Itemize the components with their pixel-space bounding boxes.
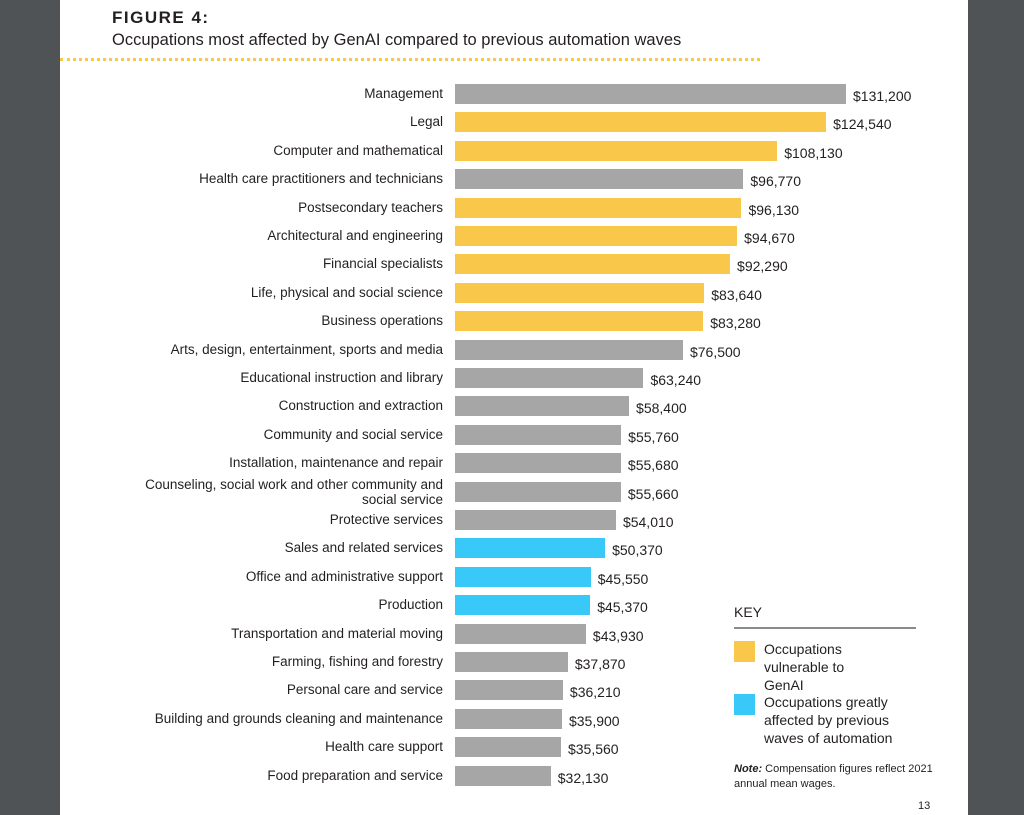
bar bbox=[455, 197, 742, 218]
value-label: $43,930 bbox=[592, 627, 644, 644]
value-label: $45,370 bbox=[597, 599, 648, 616]
category-label: Arts, design, entertainment, sports and … bbox=[170, 341, 443, 357]
bar bbox=[455, 481, 621, 502]
category-label: Sales and related services bbox=[284, 540, 443, 556]
value-label: $55,660 bbox=[627, 485, 679, 502]
bar bbox=[455, 282, 705, 303]
bar bbox=[455, 254, 731, 275]
figure-label: FIGURE 4: bbox=[112, 8, 210, 27]
value-label: $83,640 bbox=[711, 286, 762, 303]
chart-title: Occupations most affected by GenAI compa… bbox=[112, 31, 682, 49]
bar bbox=[455, 140, 778, 161]
bar bbox=[455, 339, 683, 360]
category-label: Life, physical and social science bbox=[250, 284, 443, 300]
legend-swatch-genai bbox=[734, 641, 755, 662]
bar bbox=[455, 708, 562, 729]
key-divider bbox=[734, 627, 916, 629]
note: Note: Compensation figures reflect 2021 … bbox=[734, 762, 934, 792]
note-prefix: Note: bbox=[734, 763, 763, 775]
legend-label-genai: Occupations vulnerable to GenAI bbox=[764, 641, 845, 693]
category-label: Personal care and service bbox=[286, 682, 443, 698]
value-label: $96,770 bbox=[750, 173, 801, 190]
value-label: $37,870 bbox=[574, 656, 626, 672]
bar bbox=[455, 169, 744, 190]
value-label: $54,010 bbox=[622, 514, 674, 530]
category-label: Installation, maintenance and repair bbox=[229, 455, 443, 471]
value-label: $32,130 bbox=[557, 769, 609, 786]
bar bbox=[455, 566, 591, 587]
category-label: Postsecondary teachers bbox=[298, 199, 443, 215]
value-label: $124,540 bbox=[833, 116, 892, 133]
category-label: Business operations bbox=[321, 313, 443, 329]
bar bbox=[455, 510, 616, 530]
category-label: Legal bbox=[409, 114, 443, 130]
value-label: $55,680 bbox=[627, 457, 679, 474]
legend-swatch-automation bbox=[734, 694, 755, 715]
bar bbox=[455, 453, 621, 474]
category-label: Office and administrative support bbox=[245, 568, 443, 584]
value-label: $45,550 bbox=[597, 570, 649, 587]
bar bbox=[455, 84, 846, 104]
legend-label-automation: Occupations greatly affected by previous… bbox=[764, 694, 893, 746]
value-label: $108,130 bbox=[784, 144, 843, 161]
bar bbox=[455, 226, 738, 246]
note-text: Compensation figures reflect 2021 annual… bbox=[734, 763, 933, 790]
category-label: Educational instruction and library bbox=[240, 370, 443, 385]
bar bbox=[455, 680, 563, 701]
value-label: $94,670 bbox=[744, 230, 795, 246]
value-label: $96,130 bbox=[748, 201, 800, 218]
page-number: 13 bbox=[918, 800, 931, 812]
category-label: Financial specialists bbox=[322, 256, 443, 272]
category-label: Transportation and material moving bbox=[231, 625, 443, 641]
category-label: Health care practitioners and technician… bbox=[199, 171, 443, 187]
value-label: $63,240 bbox=[650, 372, 702, 388]
category-label: Building and grounds cleaning and mainte… bbox=[154, 710, 443, 726]
value-label: $58,400 bbox=[636, 400, 687, 417]
value-label: $35,900 bbox=[568, 712, 620, 729]
category-label: Production bbox=[378, 597, 443, 613]
key-title: KEY bbox=[734, 604, 763, 620]
bar bbox=[455, 652, 568, 672]
bar bbox=[455, 538, 606, 559]
bar bbox=[455, 368, 644, 388]
bar bbox=[455, 623, 586, 644]
dotted-divider bbox=[60, 58, 760, 61]
value-label: $92,290 bbox=[737, 258, 788, 275]
bar bbox=[455, 396, 630, 417]
category-label: Farming, fishing and forestry bbox=[271, 654, 443, 669]
value-label: $36,210 bbox=[569, 684, 621, 701]
value-label: $50,370 bbox=[612, 542, 663, 559]
bar bbox=[455, 424, 622, 445]
bar bbox=[455, 311, 704, 332]
category-label: Community and social service bbox=[263, 426, 443, 442]
value-label: $35,560 bbox=[567, 741, 619, 758]
category-label: Health care support bbox=[325, 739, 443, 755]
category-label: Counseling, social work and other commun… bbox=[145, 476, 443, 507]
category-label: Management bbox=[364, 86, 443, 101]
bar bbox=[455, 112, 827, 133]
category-label: Computer and mathematical bbox=[273, 142, 443, 158]
value-label: $76,500 bbox=[689, 343, 741, 360]
bar bbox=[455, 737, 561, 758]
category-label: Architectural and engineering bbox=[267, 228, 443, 243]
value-label: $83,280 bbox=[710, 315, 761, 332]
bar-chart: Management $131,200 Legal $124,540 Computer … bbox=[145, 84, 912, 786]
value-label: $131,200 bbox=[853, 88, 912, 104]
category-label: Construction and extraction bbox=[278, 398, 443, 414]
category-label: Protective services bbox=[329, 512, 443, 527]
bar bbox=[455, 765, 551, 786]
value-label: $55,760 bbox=[628, 428, 679, 445]
category-label: Food preparation and service bbox=[267, 767, 443, 783]
bar bbox=[455, 595, 591, 616]
